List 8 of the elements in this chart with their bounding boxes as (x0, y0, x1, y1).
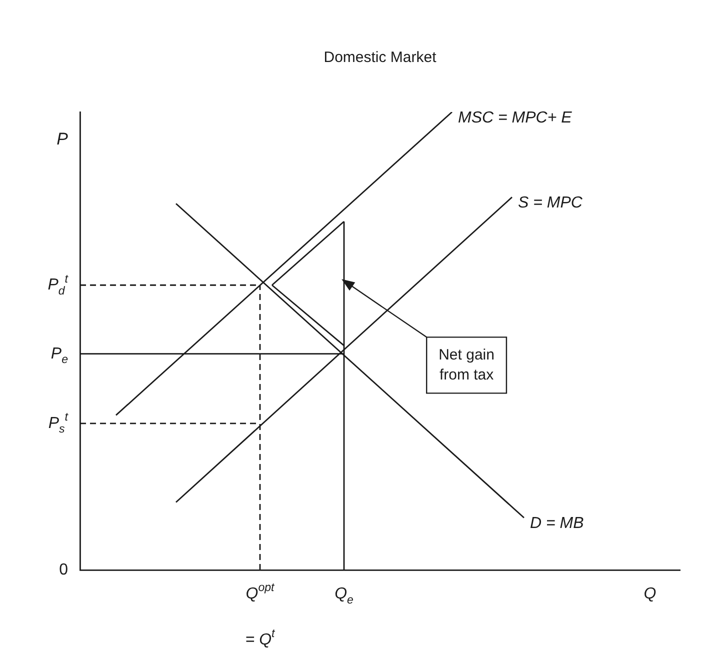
series-label: MSC = MPC+ E (458, 109, 572, 126)
series-label: S = MPC (518, 194, 583, 212)
annotation: Net gain from tax (438, 346, 494, 384)
y-axis-title: P (56, 130, 69, 149)
chart-title: Domestic Market (324, 49, 438, 66)
text: 0 (59, 561, 68, 578)
x-axis-title: Q (644, 585, 656, 602)
series-label: D = MB (530, 515, 584, 532)
